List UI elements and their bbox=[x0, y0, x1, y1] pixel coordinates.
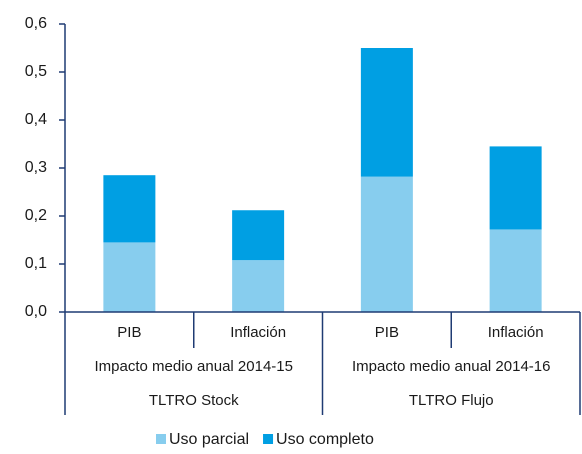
group-label: TLTRO Stock bbox=[149, 392, 239, 409]
x-tick-label: Inflación bbox=[488, 324, 544, 341]
x-tick-label: PIB bbox=[375, 324, 399, 341]
bar-segment bbox=[489, 146, 542, 230]
y-tick-label: 0,1 bbox=[25, 255, 47, 272]
group-label: TLTRO Flujo bbox=[409, 392, 494, 409]
x-tick-label: PIB bbox=[117, 324, 141, 341]
bar-segment bbox=[103, 175, 156, 243]
legend-label: Uso parcial bbox=[169, 431, 249, 448]
bar-segment bbox=[360, 48, 413, 177]
y-tick-label: 0,2 bbox=[25, 207, 47, 224]
y-tick-label: 0,6 bbox=[25, 15, 47, 32]
y-tick-label: 0,5 bbox=[25, 63, 47, 80]
bar-segment bbox=[232, 260, 285, 312]
bar-segment bbox=[360, 176, 413, 312]
legend-swatch bbox=[263, 434, 274, 444]
bar-segment bbox=[232, 210, 285, 261]
legend-swatch bbox=[156, 434, 166, 444]
group-label: Impacto medio anual 2014-15 bbox=[95, 358, 293, 375]
legend-label: Uso completo bbox=[276, 431, 374, 448]
y-tick-label: 0,4 bbox=[25, 111, 47, 128]
x-tick-label: Inflación bbox=[230, 324, 286, 341]
y-tick-label: 0,3 bbox=[25, 159, 47, 176]
group-label: Impacto medio anual 2014-16 bbox=[352, 358, 550, 375]
bar-segment bbox=[489, 229, 542, 312]
bar-segment bbox=[103, 242, 156, 312]
y-tick-label: 0,0 bbox=[25, 303, 47, 320]
